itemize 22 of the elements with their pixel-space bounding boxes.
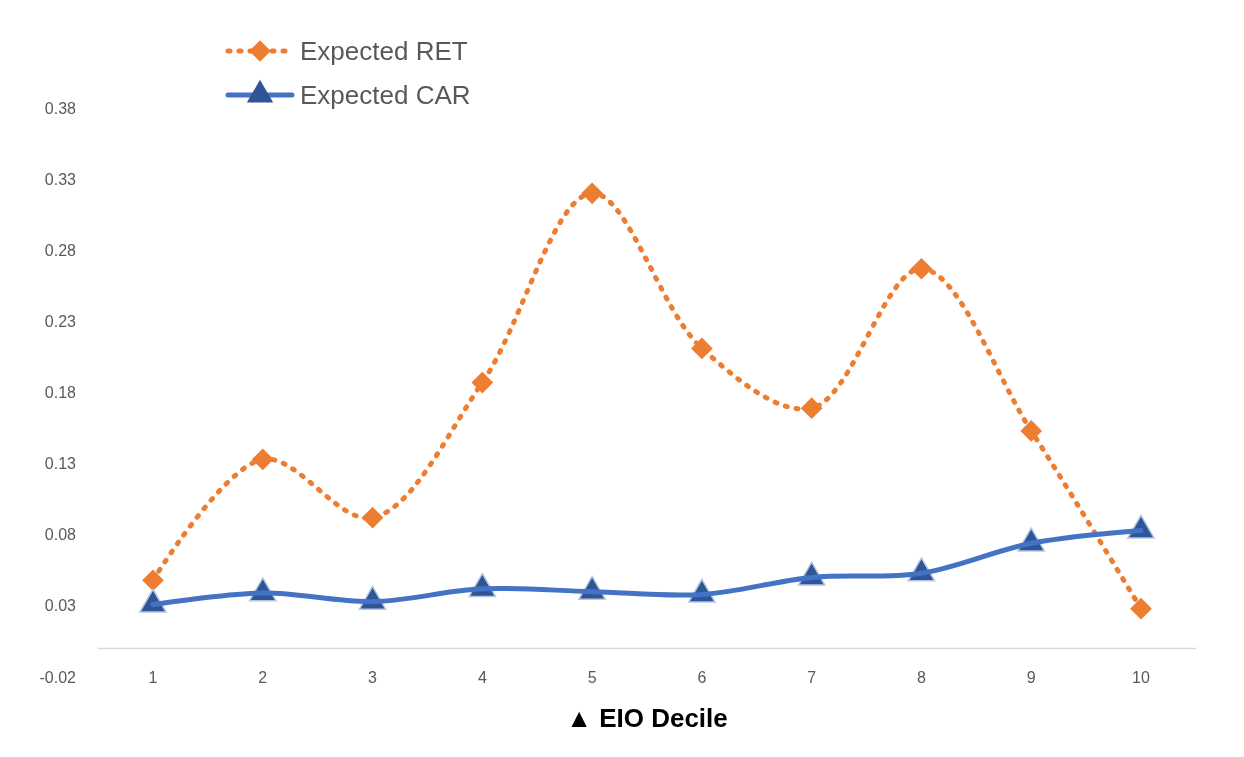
y-tick-label: 0.18 <box>44 384 77 402</box>
y-tick-label: 0.13 <box>44 455 77 473</box>
y-tick-label: -0.02 <box>39 668 77 686</box>
x-tick-label: 5 <box>587 668 597 686</box>
legend-label: Expected CAR <box>300 80 471 111</box>
y-tick-label: 0.08 <box>44 526 77 544</box>
y-tick-label: 0.28 <box>44 241 77 259</box>
x-tick-label: 10 <box>1132 668 1150 686</box>
x-tick-label: 6 <box>697 668 707 686</box>
x-tick-label: 2 <box>258 668 268 686</box>
x-tick-label: 8 <box>916 668 926 686</box>
x-tick-label: 3 <box>368 668 378 686</box>
x-tick-label: 7 <box>807 668 817 686</box>
x-tick-label: 9 <box>1026 668 1036 686</box>
x-tick-label: 1 <box>148 668 158 686</box>
y-tick-label: 0.33 <box>44 170 77 188</box>
y-tick-label: 0.38 <box>44 99 77 117</box>
x-axis-title: ▲ EIO Decile <box>566 703 728 733</box>
y-tick-label: 0.23 <box>44 312 77 330</box>
x-tick-label: 4 <box>477 668 487 686</box>
y-tick-label: 0.03 <box>44 597 77 615</box>
legend-label: Expected RET <box>300 36 468 67</box>
